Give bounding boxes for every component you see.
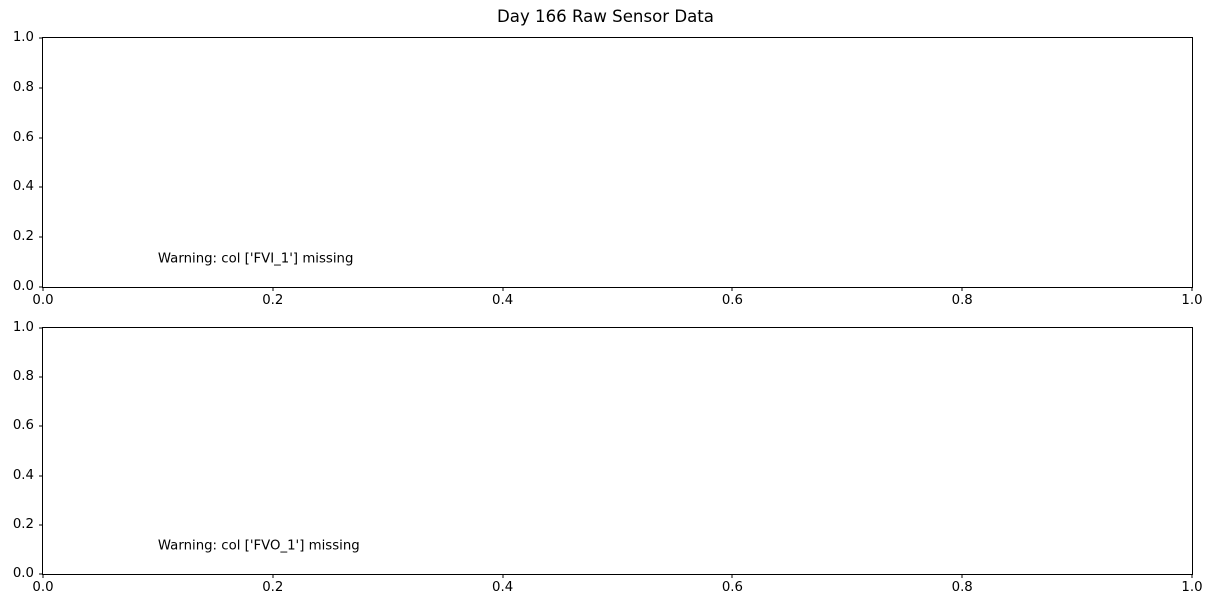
x-tick-mark	[731, 287, 733, 291]
figure-title: Day 166 Raw Sensor Data	[497, 7, 714, 26]
y-tick-label: 0.6	[12, 418, 34, 434]
x-tick-label: 0.6	[721, 293, 743, 308]
x-tick-mark	[731, 574, 733, 578]
x-tick-label: 0.4	[492, 293, 514, 308]
y-tick-label: 0.0	[12, 279, 34, 294]
y-tick-label: 1.0	[12, 30, 34, 45]
x-tick-mark	[272, 287, 274, 291]
x-tick-mark	[502, 287, 504, 291]
y-tick-label: 0.2	[12, 229, 34, 245]
y-tick-mark	[39, 425, 43, 427]
y-tick-mark	[39, 327, 43, 329]
y-tick-mark	[39, 573, 43, 575]
x-tick-mark	[42, 287, 44, 291]
y-tick-label: 0.4	[12, 179, 34, 195]
y-tick-mark	[39, 87, 43, 89]
x-tick-label: 0.8	[951, 580, 973, 595]
y-tick-mark	[39, 37, 43, 39]
x-tick-label: 0.6	[721, 580, 743, 595]
y-tick-label: 0.4	[12, 467, 34, 483]
x-tick-mark	[272, 574, 274, 578]
x-tick-mark	[1191, 574, 1193, 578]
x-tick-label: 0.8	[951, 293, 973, 308]
y-tick-label: 1.0	[12, 320, 34, 335]
y-tick-label: 0.2	[12, 516, 34, 532]
x-tick-mark	[961, 574, 963, 578]
x-tick-label: 0.2	[262, 293, 284, 308]
x-tick-label: 0.4	[492, 580, 514, 595]
y-tick-label: 0.0	[12, 566, 34, 581]
x-tick-label: 1.0	[1181, 580, 1203, 595]
x-tick-mark	[1191, 287, 1193, 291]
x-tick-label: 0.0	[32, 293, 54, 308]
warning-annotation-bottom: Warning: col ['FVO_1'] missing	[157, 539, 360, 555]
y-tick-label: 0.8	[12, 369, 34, 385]
y-tick-mark	[39, 236, 43, 238]
y-tick-mark	[39, 376, 43, 378]
subplot-bottom: Warning: col ['FVO_1'] missing 0.0 0.2 0.4…	[13, 320, 1203, 595]
y-tick-mark	[39, 475, 43, 477]
y-tick-label: 0.8	[12, 79, 34, 95]
x-tick-mark	[42, 574, 44, 578]
x-tick-mark	[961, 287, 963, 291]
x-tick-label: 0.0	[32, 580, 54, 595]
x-tick-label: 0.2	[262, 580, 284, 595]
y-tick-mark	[39, 524, 43, 526]
y-tick-mark	[39, 137, 43, 139]
x-tick-label: 1.0	[1181, 293, 1203, 308]
x-tick-mark	[502, 574, 504, 578]
y-tick-label: 0.6	[12, 129, 34, 145]
warning-annotation-top: Warning: col ['FVI_1'] missing	[157, 251, 354, 267]
y-tick-mark	[39, 186, 43, 188]
y-tick-mark	[39, 286, 43, 288]
subplot-top: Warning: col ['FVI_1'] missing 0.0 0.2 0.4…	[13, 30, 1203, 308]
